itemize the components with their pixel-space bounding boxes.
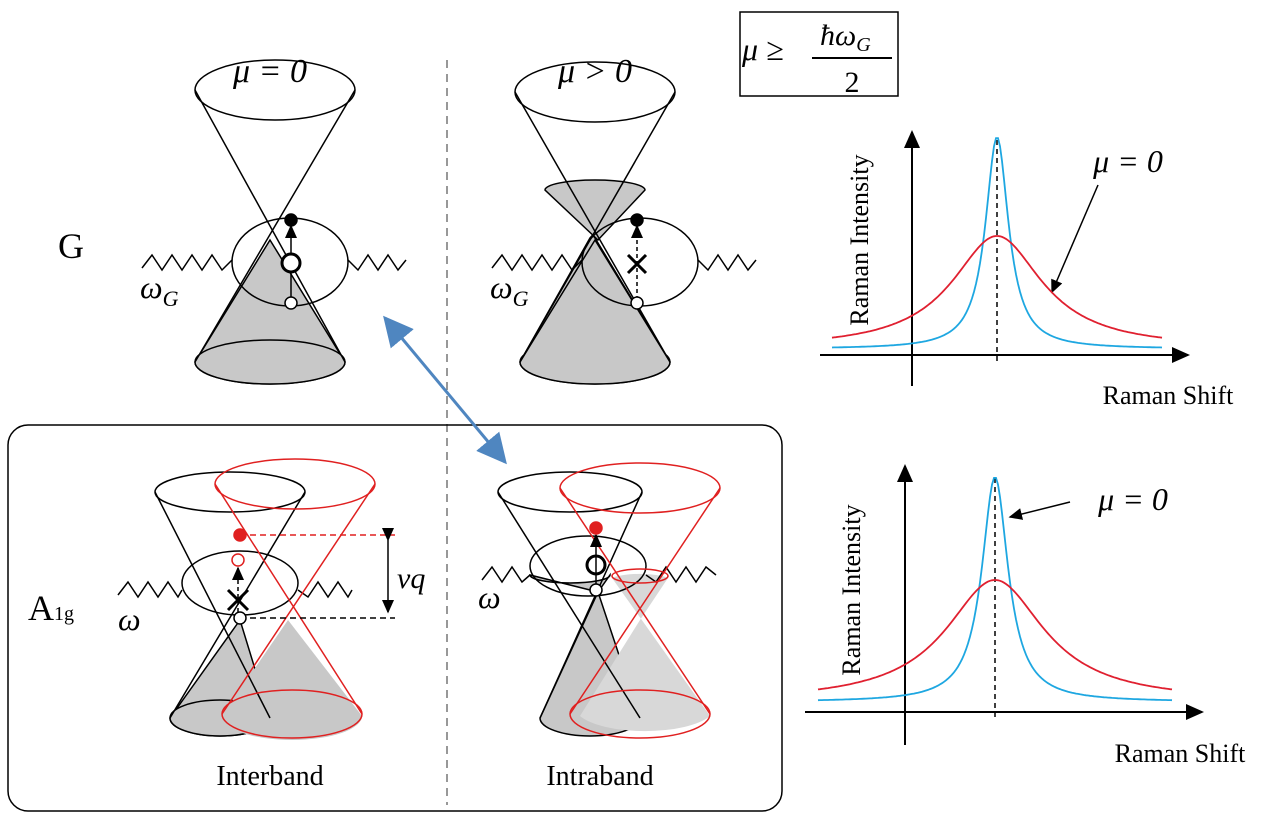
- interband-label: Interband: [216, 761, 323, 792]
- numerator: ħω: [820, 19, 856, 52]
- correspondence-arrow: [385, 318, 505, 462]
- raman-plot-top: Raman Intensity Raman Shift μ = 0: [820, 132, 1234, 410]
- omega-sub: G: [163, 286, 179, 311]
- phonon-label: ω: [118, 601, 141, 637]
- omega: ω: [490, 269, 513, 305]
- annotation: μ = 0: [1097, 481, 1168, 517]
- condition-lhs: μ ≥: [741, 31, 784, 67]
- intraband-label: Intraband: [546, 761, 653, 792]
- cone-g-mu: [492, 62, 756, 384]
- y-label: Raman Intensity: [845, 154, 874, 325]
- raman-plot-bottom: Raman Intensity Raman Shift μ = 0: [805, 466, 1246, 768]
- y-label: Raman Intensity: [837, 504, 866, 675]
- figure: μ = 0 μ > 0 μ ≥ ħωG 2 G ωG ωG A1g ω vq I…: [0, 0, 1288, 816]
- row-label-g: G: [58, 226, 84, 266]
- row-label-a1g: A1g: [28, 588, 74, 628]
- cone-intraband: [482, 463, 720, 738]
- mu-zero: μ = 0: [232, 53, 307, 90]
- cone-g-mu0: [142, 60, 406, 384]
- cone-interband: [118, 459, 395, 740]
- phonon-label: ω: [478, 579, 501, 615]
- omega-sub: G: [513, 286, 529, 311]
- phonon-label: ωG: [490, 269, 529, 311]
- label-main: A: [28, 588, 54, 628]
- condition-den: 2: [845, 66, 860, 99]
- x-label: Raman Shift: [1103, 381, 1234, 410]
- label-sub: 1g: [54, 603, 74, 625]
- omega: ω: [140, 269, 163, 305]
- mu-positive: μ > 0: [557, 53, 632, 90]
- annotation: μ = 0: [1092, 143, 1163, 179]
- numerator-sub: G: [856, 34, 871, 56]
- shift-label: vq: [397, 562, 425, 595]
- phonon-label: ωG: [140, 269, 179, 311]
- x-label: Raman Shift: [1115, 739, 1246, 768]
- condition-num: ħωG: [820, 19, 871, 56]
